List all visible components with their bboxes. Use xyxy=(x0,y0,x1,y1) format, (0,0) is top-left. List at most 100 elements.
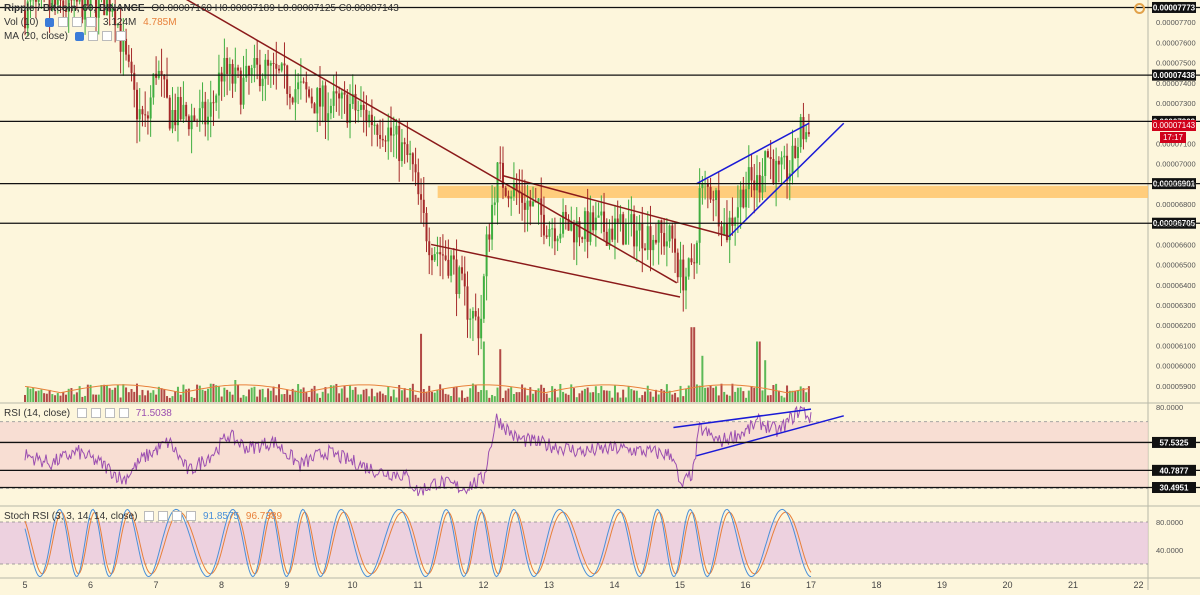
volume-bar xyxy=(737,388,739,402)
candle-body xyxy=(649,226,651,250)
volume-indicator-label[interactable]: Vol (10) xyxy=(4,17,38,28)
visibility-icon[interactable] xyxy=(144,511,154,521)
candle-body xyxy=(286,65,288,93)
volume-bar xyxy=(595,386,597,402)
candle-body xyxy=(480,319,482,338)
candle-body xyxy=(488,234,490,239)
symbol-title[interactable]: Ripple / Bitcoin, 60, BINANCE xyxy=(4,3,145,14)
volume-bar xyxy=(729,396,731,402)
stoch-axis-tick: 80.0000 xyxy=(1156,518,1183,527)
volume-bar xyxy=(718,395,720,402)
volume-bar xyxy=(647,386,649,402)
price-axis-tick: 0.00005900 xyxy=(1156,382,1196,391)
volume-bar xyxy=(573,388,575,402)
candle-body xyxy=(374,125,376,126)
more-icon[interactable] xyxy=(116,31,126,41)
volume-bar xyxy=(270,391,272,402)
volume-bar xyxy=(480,390,482,402)
close-icon[interactable] xyxy=(172,511,182,521)
visibility-icon[interactable] xyxy=(45,18,54,27)
rsi-level-label: 40.7877 xyxy=(1160,466,1189,475)
volume-bar xyxy=(256,397,258,402)
close-icon[interactable] xyxy=(105,408,115,418)
candle-body xyxy=(619,214,621,222)
volume-bar xyxy=(406,398,408,402)
candle-body xyxy=(693,262,695,263)
candle-body xyxy=(338,93,340,98)
volume-bar xyxy=(674,393,676,402)
price-axis-tick: 0.00006900 xyxy=(1156,180,1196,189)
candle-body xyxy=(469,318,471,319)
volume-bar xyxy=(682,396,684,402)
stoch-k-value: 91.8575 xyxy=(203,511,239,522)
volume-bar xyxy=(199,386,201,402)
candle-body xyxy=(212,102,214,103)
volume-bar xyxy=(114,388,116,402)
volume-bar xyxy=(226,390,228,402)
candle-body xyxy=(786,156,788,181)
candle-body xyxy=(333,91,335,106)
volume-bar xyxy=(609,391,611,402)
more-icon[interactable] xyxy=(86,17,96,27)
candle-body xyxy=(294,89,296,102)
volume-bar xyxy=(333,385,335,402)
volume-bar xyxy=(614,386,616,402)
gear-icon[interactable] xyxy=(1134,3,1145,14)
ma-indicator-label[interactable]: MA (20, close) xyxy=(4,31,68,42)
volume-bar xyxy=(218,387,220,402)
candle-body xyxy=(636,231,638,247)
candle-body xyxy=(346,95,348,123)
settings-icon[interactable] xyxy=(91,408,101,418)
volume-bar xyxy=(46,394,48,402)
more-icon[interactable] xyxy=(186,511,196,521)
more-icon[interactable] xyxy=(119,408,129,418)
rsi-indicator-label[interactable]: RSI (14, close) xyxy=(4,408,70,419)
candle-body xyxy=(751,167,753,180)
volume-bar xyxy=(699,386,701,402)
candle-body xyxy=(614,219,616,240)
close-icon[interactable] xyxy=(102,31,112,41)
volume-bar xyxy=(521,384,523,402)
settings-icon[interactable] xyxy=(158,511,168,521)
volume-bar xyxy=(264,397,266,402)
volume-bar xyxy=(354,387,356,402)
settings-icon[interactable] xyxy=(58,17,68,27)
volume-bar xyxy=(666,384,668,402)
price-axis-tick: 0.00006100 xyxy=(1156,341,1196,350)
settings-icon[interactable] xyxy=(88,31,98,41)
volume-bar xyxy=(155,395,157,402)
volume-bar xyxy=(305,392,307,402)
volume-bar xyxy=(144,395,146,402)
volume-bar xyxy=(92,394,94,402)
price-axis-tick: 0.00006200 xyxy=(1156,321,1196,330)
volume-bar xyxy=(488,398,490,402)
stoch-indicator-label[interactable]: Stoch RSI (3, 3, 14, 14, close) xyxy=(4,511,137,522)
volume-bar xyxy=(289,395,291,402)
candle-body xyxy=(622,214,624,244)
candle-body xyxy=(229,64,231,74)
time-axis-tick: 19 xyxy=(937,580,947,590)
volume-bar xyxy=(169,398,171,402)
candle-body xyxy=(633,214,635,246)
candle-body xyxy=(557,239,559,242)
volume-bar xyxy=(322,392,324,402)
volume-bar xyxy=(598,393,600,402)
volume-bar xyxy=(152,390,154,402)
candle-body xyxy=(775,161,777,184)
visibility-icon[interactable] xyxy=(75,32,84,41)
volume-bar xyxy=(371,389,373,402)
close-icon[interactable] xyxy=(72,17,82,27)
candle-body xyxy=(218,73,220,96)
volume-bar xyxy=(677,397,679,402)
candle-body xyxy=(76,0,78,2)
candle-body xyxy=(606,232,608,246)
visibility-icon[interactable] xyxy=(77,408,87,418)
volume-bar xyxy=(196,385,198,402)
candle-body xyxy=(726,223,728,240)
volume-bar xyxy=(603,390,605,402)
rsi-band xyxy=(0,422,1148,489)
candle-body xyxy=(505,188,507,196)
volume-bar xyxy=(565,394,567,402)
